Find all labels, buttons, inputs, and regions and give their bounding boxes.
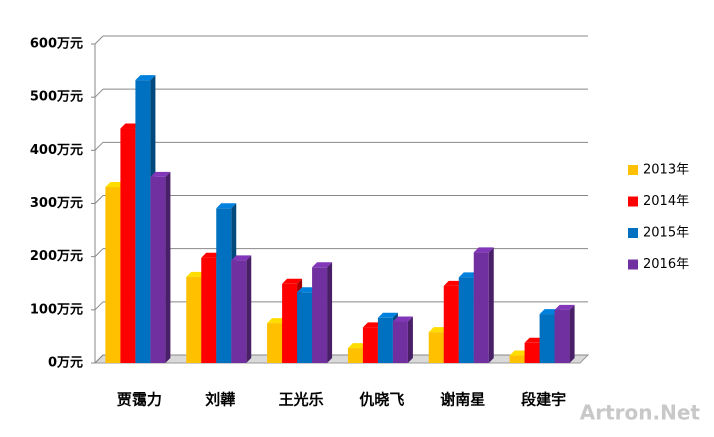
grid-slant	[94, 195, 104, 204]
bar	[539, 314, 555, 363]
bar	[392, 321, 408, 363]
bar-side	[165, 171, 171, 363]
bar	[120, 128, 136, 363]
y-tick-label: 600万元	[30, 37, 83, 52]
x-tick-label: 王光乐	[279, 391, 324, 409]
x-tick-label: 谢南星	[440, 391, 485, 409]
grid-slant	[94, 301, 104, 311]
bar-top	[216, 203, 237, 209]
y-tick-label: 200万元	[30, 249, 83, 264]
bar-top	[150, 171, 171, 177]
legend-swatch	[628, 259, 638, 270]
bar-top	[312, 262, 333, 268]
grid-slant	[94, 248, 104, 258]
x-tick-label: 贾霭力	[117, 391, 162, 409]
bar-top	[282, 278, 303, 284]
grid-slant	[94, 141, 104, 151]
grid-slant	[94, 35, 104, 45]
bar-3d	[392, 316, 413, 363]
bar	[150, 176, 166, 363]
legend-label: 2014年	[643, 194, 689, 209]
bar	[473, 252, 489, 363]
legend-label: 2016年	[643, 257, 689, 272]
legend-swatch	[628, 165, 638, 175]
bar	[509, 355, 525, 363]
bar-side	[569, 304, 575, 363]
bar	[135, 80, 151, 364]
legend-swatch	[628, 196, 638, 207]
bar	[312, 267, 328, 363]
bar-3d	[150, 171, 171, 363]
legend-label: 2013年	[643, 163, 689, 178]
bar	[267, 323, 283, 363]
legend-label: 2015年	[643, 226, 689, 241]
y-tick-label: 100万元	[30, 302, 83, 317]
bar	[297, 292, 313, 363]
bar-3d	[312, 262, 333, 363]
bar-top	[135, 75, 156, 81]
bar-top	[392, 316, 413, 322]
bar	[428, 332, 444, 363]
bar-top	[554, 304, 575, 310]
y-tick-label: 500万元	[30, 90, 83, 105]
bar	[201, 257, 217, 363]
x-tick-label: 仇晓飞	[359, 391, 404, 409]
bar-side	[407, 316, 413, 363]
bar	[105, 187, 121, 363]
bar	[554, 309, 570, 363]
y-tick-label: 400万元	[30, 143, 83, 158]
legend-swatch	[628, 228, 638, 238]
y-tick-label: 0万元	[48, 356, 83, 371]
bar-3d	[554, 304, 575, 363]
grid-slant	[94, 88, 104, 98]
bar	[458, 277, 474, 363]
bar-side	[327, 262, 333, 363]
bar	[231, 260, 247, 363]
bar	[347, 348, 363, 363]
bar	[377, 317, 393, 363]
watermark: Artron.Net	[580, 401, 701, 425]
grid-slant	[94, 354, 104, 364]
y-tick-label: 300万元	[30, 196, 83, 211]
bar-3d	[231, 255, 252, 363]
bar-top	[473, 247, 494, 253]
bar	[216, 208, 232, 363]
bar	[282, 283, 298, 363]
bar	[443, 285, 459, 363]
bar-3d	[473, 247, 494, 363]
bar-top	[231, 255, 252, 261]
bar-top	[377, 312, 398, 318]
bar-side	[246, 255, 252, 363]
bar	[524, 342, 540, 363]
x-tick-label: 段建宇	[521, 391, 566, 409]
bar	[362, 327, 378, 363]
x-tick-label: 刘韡	[205, 391, 235, 409]
bar	[186, 276, 202, 363]
bar-side	[488, 247, 494, 363]
